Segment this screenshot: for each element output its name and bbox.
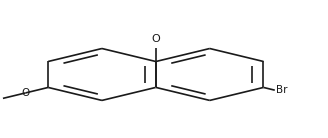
- Text: O: O: [21, 88, 30, 98]
- Text: Br: Br: [277, 85, 288, 95]
- Text: O: O: [152, 34, 160, 44]
